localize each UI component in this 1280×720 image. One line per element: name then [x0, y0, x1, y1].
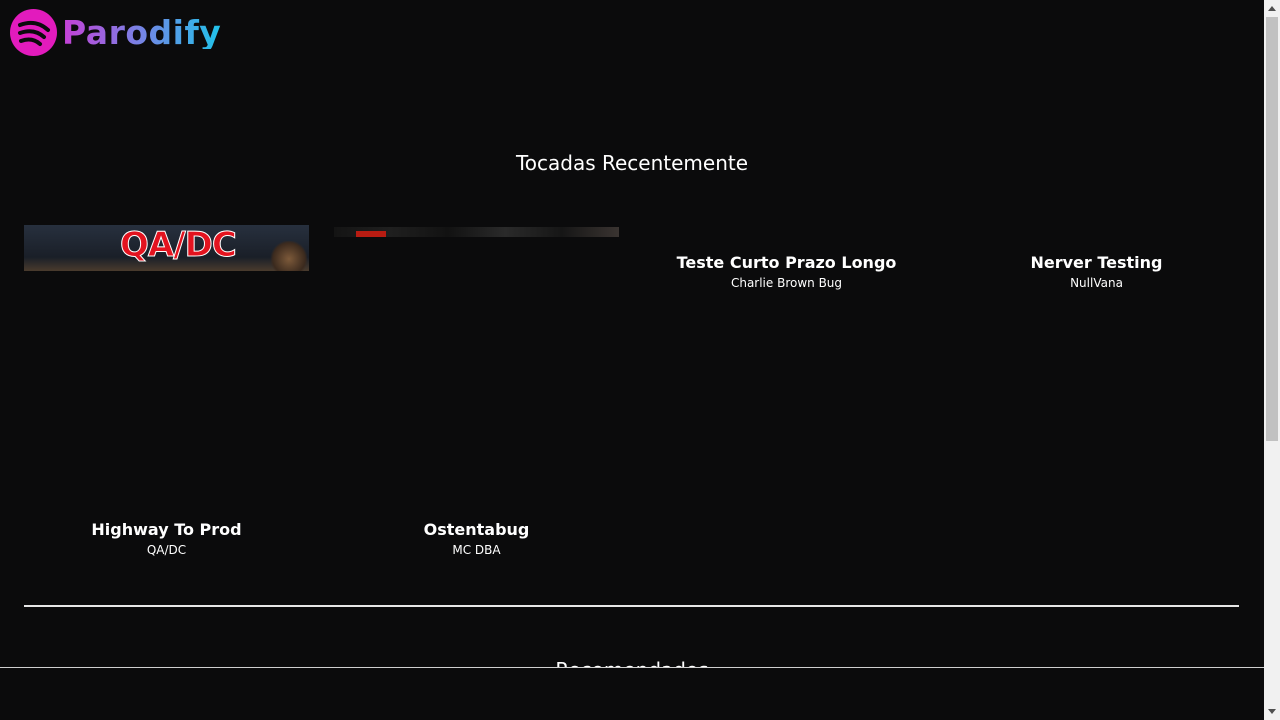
- scroll-thumb[interactable]: [1266, 17, 1278, 441]
- section-divider: [24, 605, 1239, 607]
- scroll-down-icon[interactable]: [1268, 709, 1276, 714]
- album-title: Ostentabug: [423, 520, 530, 539]
- album-artist: MC DBA: [452, 543, 501, 557]
- logo[interactable]: Parodify: [10, 9, 221, 56]
- album-artist: NullVana: [1070, 276, 1123, 290]
- scroll-up-icon[interactable]: [1268, 6, 1276, 11]
- album-cover-figure: [269, 241, 309, 271]
- logo-wave-icon: [10, 9, 57, 56]
- album-artist: QA/DC: [146, 543, 187, 557]
- album-artist: Charlie Brown Bug: [730, 276, 843, 290]
- album-title: Teste Curto Prazo Longo: [676, 253, 897, 272]
- album-cover-text: QA/DC: [120, 225, 238, 265]
- album-title: Highway To Prod: [91, 520, 242, 539]
- album-title: Nerver Testing: [1030, 253, 1163, 272]
- logo-text: Parodify: [62, 13, 222, 52]
- recent-section-title: Tocadas Recentemente: [515, 151, 749, 175]
- album-cover-text: [356, 231, 386, 237]
- vertical-scrollbar[interactable]: [1264, 0, 1280, 720]
- album-card[interactable]: Nerver Testing NullVana: [954, 227, 1239, 307]
- album-cover: QA/DC: [24, 225, 309, 271]
- album-card[interactable]: QA/DC Highway To Prod QA/DC: [24, 225, 309, 565]
- album-cover: [334, 227, 619, 237]
- album-card[interactable]: Ostentabug MC DBA: [334, 227, 619, 567]
- player-bar: [0, 667, 1264, 720]
- album-card[interactable]: Teste Curto Prazo Longo Charlie Brown Bu…: [644, 227, 929, 307]
